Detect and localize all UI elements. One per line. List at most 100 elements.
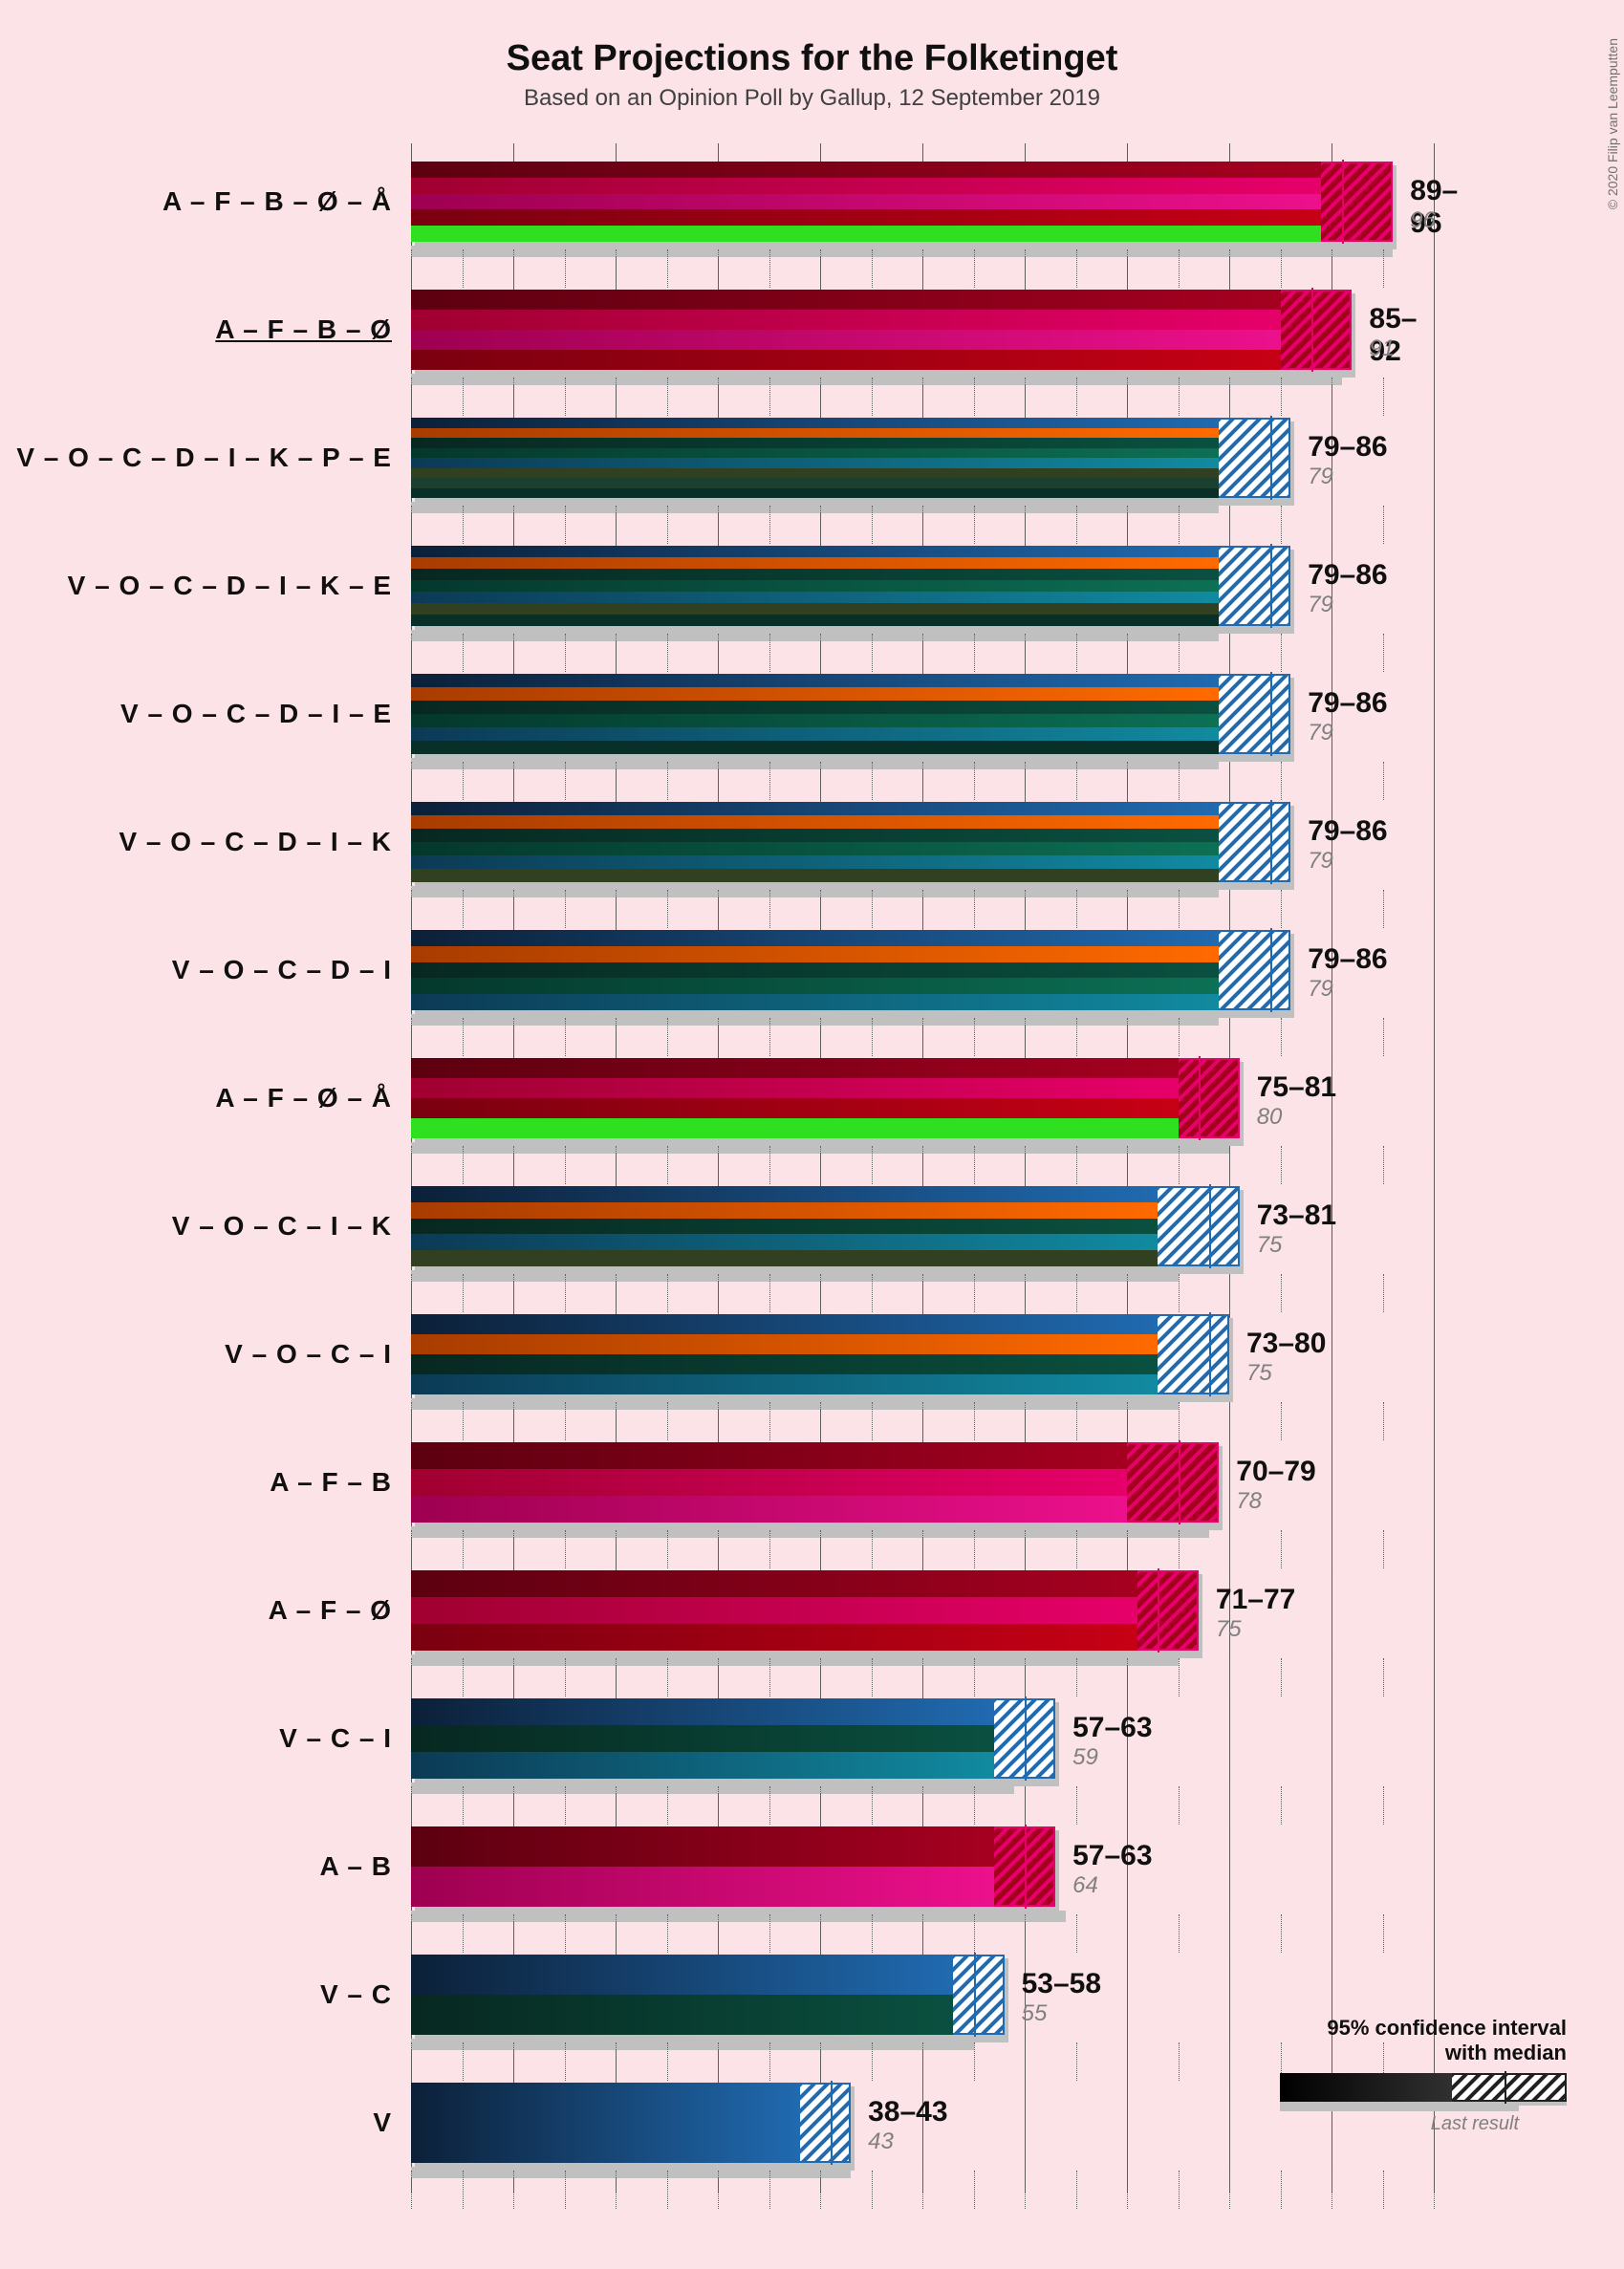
bar-stripe — [411, 946, 1219, 962]
coalition-row: A – B57–6364 — [411, 1823, 1434, 1918]
bar-stripe — [411, 1334, 1158, 1354]
minor-tick — [769, 1274, 770, 1312]
ci-hatch — [1281, 290, 1353, 370]
minor-tick — [1229, 378, 1230, 416]
bar-stripe — [411, 1698, 994, 1725]
bar-stripe — [411, 1118, 1179, 1138]
minor-tick — [1127, 762, 1128, 800]
minor-tick — [872, 249, 873, 288]
bar-stripe — [411, 1469, 1127, 1496]
coalition-label: A – B — [10, 1851, 392, 1882]
minor-tick — [1025, 1274, 1026, 1312]
minor-tick — [565, 634, 566, 672]
minor-tick — [1127, 1018, 1128, 1056]
minor-tick — [1076, 634, 1077, 672]
minor-tick — [922, 634, 923, 672]
median-line — [1179, 1440, 1180, 1524]
bar-stripe — [411, 418, 1219, 428]
minor-tick — [922, 506, 923, 544]
minor-tick — [411, 1786, 412, 1825]
minor-tick — [820, 2042, 821, 2081]
bar-stripe — [411, 674, 1219, 687]
minor-tick — [922, 890, 923, 928]
minor-tick — [1229, 1018, 1230, 1056]
minor-tick — [513, 378, 514, 416]
minor-tick — [667, 1658, 668, 1696]
minor-tick — [1025, 2171, 1026, 2209]
bar-stripe — [411, 580, 1219, 592]
ci-hatch — [1219, 546, 1290, 626]
last-result-bar — [411, 1526, 1209, 1538]
minor-tick — [1229, 1530, 1230, 1568]
range-value: 79–86 — [1308, 687, 1387, 720]
last-value: 80 — [1257, 1104, 1283, 1131]
minor-tick — [1229, 890, 1230, 928]
minor-tick — [1229, 634, 1230, 672]
range-value: 73–81 — [1257, 1199, 1336, 1232]
bar-stripe — [411, 930, 1219, 946]
minor-tick — [411, 249, 412, 288]
coalition-label: A – F – Ø – Å — [10, 1083, 392, 1113]
minor-tick — [565, 1274, 566, 1312]
minor-tick — [411, 506, 412, 544]
minor-tick — [718, 2042, 719, 2081]
minor-tick — [667, 506, 668, 544]
bar-stripe — [411, 178, 1321, 194]
minor-tick — [1076, 1146, 1077, 1184]
minor-tick — [872, 1658, 873, 1696]
minor-tick — [820, 2171, 821, 2209]
minor-tick — [616, 1146, 617, 1184]
minor-tick — [974, 1530, 975, 1568]
median-line — [1209, 1312, 1211, 1396]
minor-tick — [513, 762, 514, 800]
minor-tick — [718, 1274, 719, 1312]
minor-tick — [411, 634, 412, 672]
minor-tick — [1179, 2042, 1180, 2081]
median-line — [1270, 928, 1272, 1012]
minor-tick — [513, 249, 514, 288]
coalition-row: V – O – C – D – I79–8679 — [411, 926, 1434, 1022]
bar-stripe — [411, 1219, 1158, 1235]
minor-tick — [1076, 1402, 1077, 1440]
minor-tick — [922, 1402, 923, 1440]
minor-tick — [922, 1530, 923, 1568]
minor-tick — [1383, 1786, 1384, 1825]
minor-tick — [1076, 890, 1077, 928]
coalition-label: A – F – B – Ø – Å — [10, 186, 392, 217]
minor-tick — [872, 890, 873, 928]
range-value: 79–86 — [1308, 431, 1387, 464]
minor-tick — [1383, 1530, 1384, 1568]
minor-tick — [565, 506, 566, 544]
bar-stripe — [411, 1058, 1179, 1078]
minor-tick — [463, 762, 464, 800]
minor-tick — [1383, 506, 1384, 544]
minor-tick — [463, 2042, 464, 2081]
minor-tick — [411, 2171, 412, 2209]
minor-tick — [616, 2171, 617, 2209]
minor-tick — [463, 1402, 464, 1440]
ci-hatch — [1158, 1314, 1229, 1394]
bar-stripe — [411, 1234, 1158, 1250]
minor-tick — [820, 1146, 821, 1184]
minor-tick — [974, 762, 975, 800]
minor-tick — [1076, 762, 1077, 800]
minor-tick — [718, 1402, 719, 1440]
bar-stripe — [411, 330, 1281, 350]
minor-tick — [820, 1018, 821, 1056]
last-value: 79 — [1308, 848, 1333, 875]
minor-tick — [872, 1146, 873, 1184]
minor-tick — [974, 634, 975, 672]
minor-tick — [616, 1274, 617, 1312]
minor-tick — [922, 1018, 923, 1056]
minor-tick — [820, 1402, 821, 1440]
chart-subtitle: Based on an Opinion Poll by Gallup, 12 S… — [0, 79, 1624, 112]
minor-tick — [1127, 2042, 1128, 2081]
bar-stripe — [411, 1496, 1127, 1523]
bar-stripe — [411, 615, 1219, 626]
minor-tick — [616, 378, 617, 416]
coalition-row: A – F – Ø – Å75–8180 — [411, 1054, 1434, 1150]
last-value: 91 — [1369, 335, 1395, 362]
minor-tick — [1383, 1146, 1384, 1184]
bar-stripe — [411, 448, 1219, 459]
minor-tick — [1434, 1530, 1435, 1568]
